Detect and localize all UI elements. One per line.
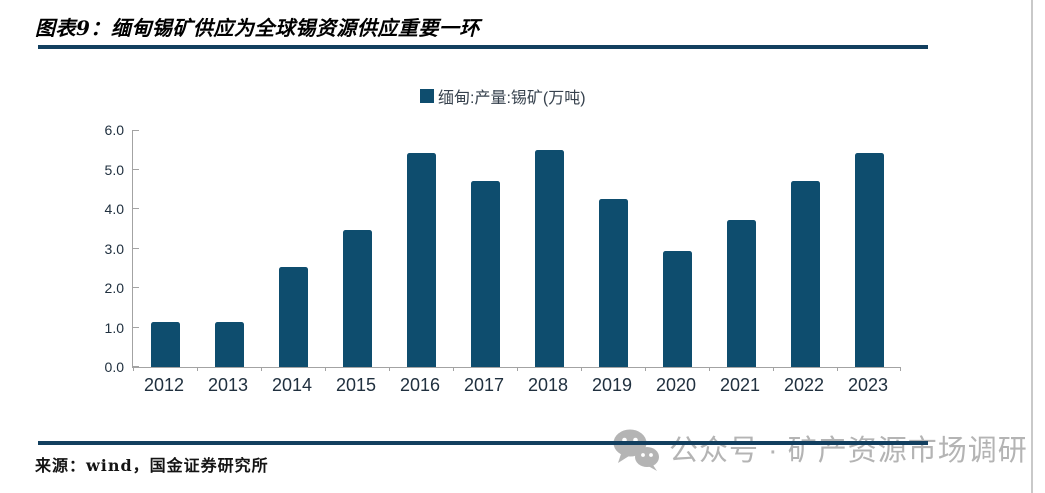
x-axis-tick	[197, 367, 198, 371]
x-axis-tick	[389, 367, 390, 371]
x-axis-tick	[325, 367, 326, 371]
y-tick-label-5.0: 5.0	[104, 161, 124, 178]
x-axis-tick	[133, 367, 134, 371]
footer-rule	[38, 441, 928, 445]
bar-2016	[406, 152, 436, 367]
x-tick-label-2015: 2015	[335, 375, 377, 395]
x-tick-label-2012: 2012	[143, 375, 185, 395]
bar-2023	[854, 152, 884, 367]
legend-label: 缅甸:产量:锡矿(万吨)	[438, 90, 586, 107]
y-tick-label-1.0: 1.0	[104, 319, 124, 336]
wechat-icon	[613, 429, 659, 471]
x-axis-tick	[773, 367, 774, 371]
y-axis-tick	[133, 208, 139, 209]
bar-2013	[214, 321, 244, 367]
y-axis-tick	[133, 326, 139, 328]
bar-2022	[790, 180, 820, 367]
bar-2020	[662, 251, 692, 367]
y-axis-tick	[133, 130, 139, 131]
x-tick-label-2016: 2016	[399, 375, 441, 395]
bar-2012	[150, 321, 180, 367]
x-tick-label-2021: 2021	[719, 375, 761, 395]
watermark-text: 公众号 · 矿产资源市场调研	[669, 435, 1028, 467]
x-tick-label-2013: 2013	[207, 375, 249, 395]
bar-2015	[342, 230, 372, 367]
legend-swatch-icon	[420, 89, 434, 103]
y-axis-tick	[133, 247, 139, 249]
title-underline	[38, 45, 928, 49]
y-tick-label-0.0: 0.0	[104, 359, 124, 375]
page-border-right	[1031, 0, 1033, 493]
x-tick-label-2023: 2023	[847, 375, 889, 395]
y-axis-tick	[133, 168, 139, 170]
y-axis-tick	[133, 366, 139, 367]
x-tick-label-2018: 2018	[527, 375, 569, 395]
bar-2021	[726, 220, 756, 367]
y-tick-label-2.0: 2.0	[104, 280, 124, 296]
x-axis-tick	[581, 367, 582, 371]
chart-legend: 缅甸:产量:锡矿(万吨)	[420, 84, 586, 108]
bar-2017	[470, 180, 500, 367]
bar-chart-plot-area	[132, 130, 901, 371]
x-axis-tick	[517, 367, 518, 371]
x-tick-label-2017: 2017	[463, 375, 505, 395]
y-tick-label-4.0: 4.0	[104, 201, 124, 217]
x-tick-label-2022: 2022	[783, 375, 825, 395]
source-note: 来源：wind，国金证券研究所	[35, 456, 269, 475]
x-axis-tick	[645, 367, 646, 371]
y-axis-tick	[133, 287, 139, 288]
bar-2019	[598, 199, 628, 367]
x-tick-label-2019: 2019	[591, 375, 633, 395]
x-axis-tick	[261, 367, 262, 371]
y-tick-label-6.0: 6.0	[104, 122, 124, 138]
x-axis-tick	[453, 367, 454, 371]
chart-title: 图表9：缅甸锡矿供应为全球锡资源供应重要一环	[35, 16, 480, 40]
watermark: 公众号 · 矿产资源市场调研	[612, 428, 1028, 474]
y-tick-label-3.0: 3.0	[104, 240, 124, 257]
x-axis-tick	[709, 367, 710, 371]
bar-2014	[278, 267, 308, 367]
x-tick-label-2014: 2014	[271, 375, 313, 395]
bar-2018	[534, 149, 564, 367]
x-axis-tick	[900, 367, 901, 371]
x-axis-tick	[837, 367, 838, 371]
x-tick-label-2020: 2020	[655, 375, 697, 395]
